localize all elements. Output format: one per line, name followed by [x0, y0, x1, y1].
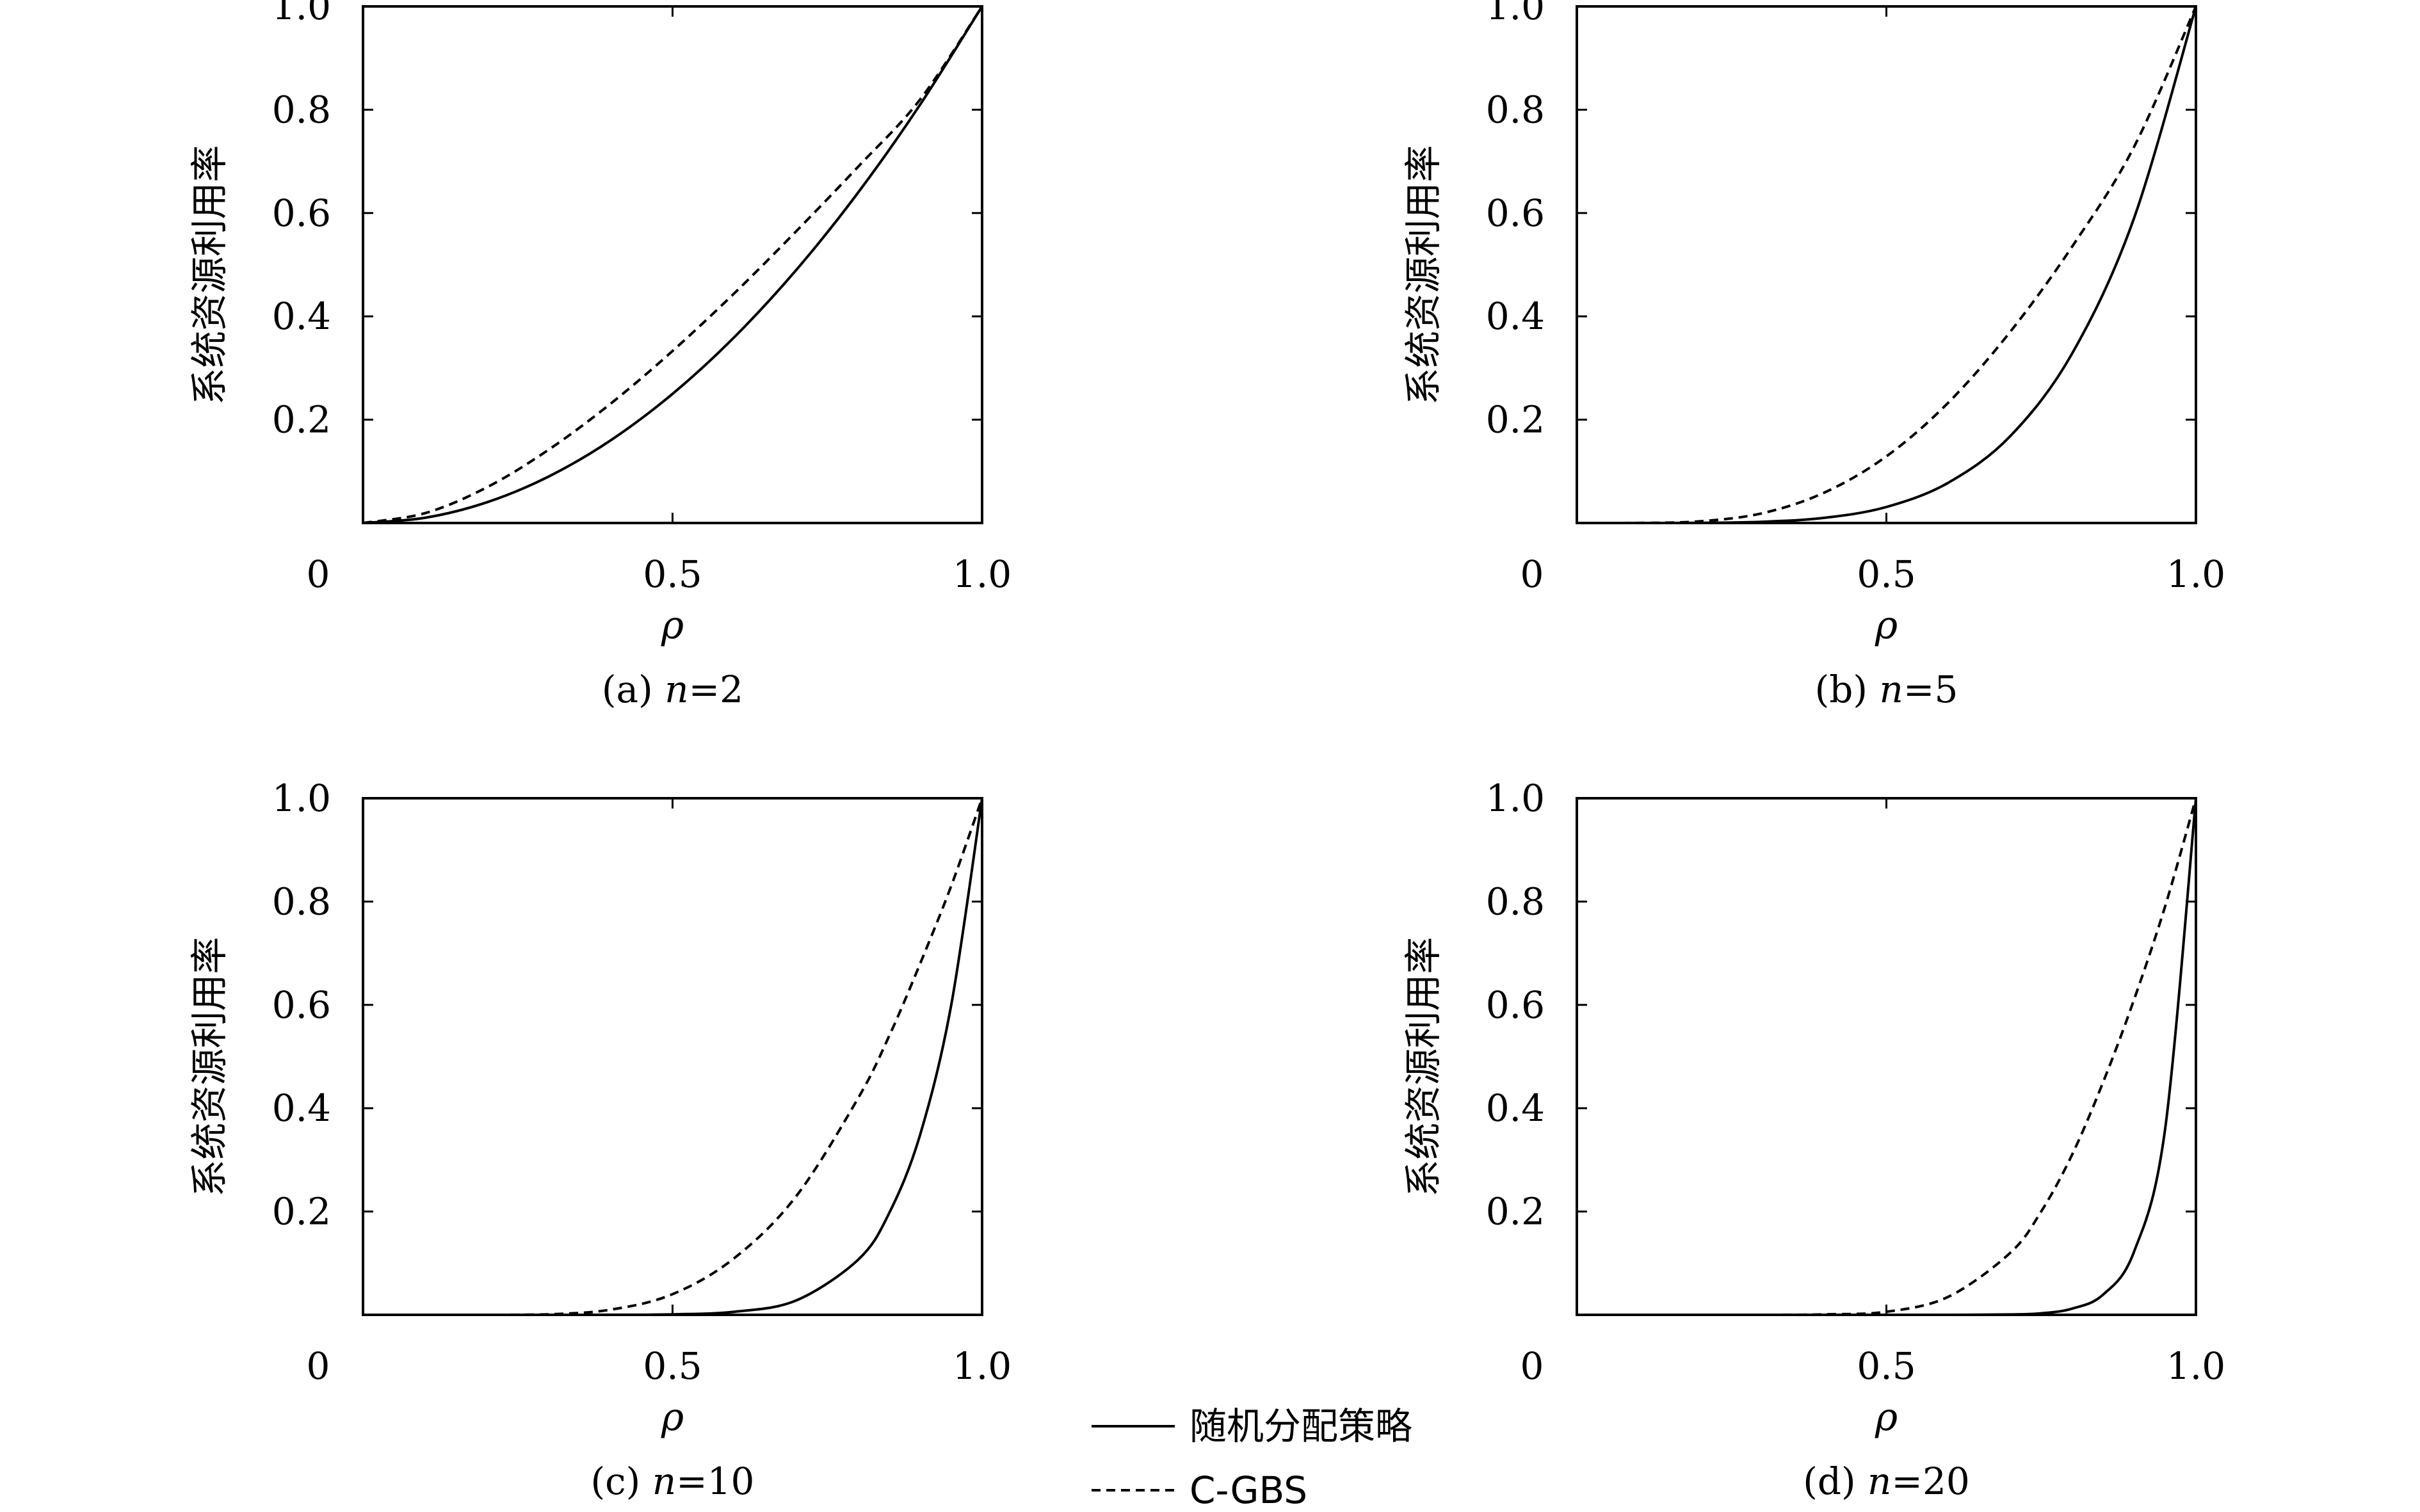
y-tick-label: 0.8 — [1486, 88, 1545, 131]
plot-frame — [362, 797, 983, 1316]
series-line-random — [362, 5, 983, 524]
panel-caption: (b) n=5 — [1815, 668, 1958, 711]
series-line-random — [1577, 6, 2197, 525]
y-tick-label: 0.4 — [1486, 294, 1545, 338]
y-axis-label: 系统资源利用率 — [1401, 145, 1445, 405]
x-tick-label: 0.5 — [643, 552, 702, 596]
chart-panel-2: 0.2 0.4 0.6 0.8 1.0 0.5 1.0 0 ρ 系统资源利用率 (b) n=5 — [1401, 0, 2225, 711]
chart-panel-3: 0.2 0.4 0.6 0.8 1.0 0.5 1.0 0 ρ 系统资源利用率 (c) n=10 — [188, 776, 1012, 1503]
y-tick-label: 0.6 — [1486, 191, 1545, 235]
plot-frame — [1576, 5, 2197, 524]
x-tick-label: 0.5 — [643, 1344, 702, 1388]
origin-label: 0 — [307, 552, 330, 596]
y-tick-label: 0.8 — [272, 880, 331, 923]
series-line-cgbs — [1576, 6, 2197, 524]
panel-caption: (d) n=20 — [1803, 1460, 1970, 1503]
y-tick-label: 0.2 — [272, 1190, 331, 1234]
y-axis-label: 系统资源利用率 — [188, 937, 231, 1197]
y-axis-label: 系统资源利用率 — [1401, 937, 1445, 1197]
chart-panel-4: 0.2 0.4 0.6 0.8 1.0 0.5 1.0 0 ρ 系统资源利用率 (d) n=20 — [1401, 776, 2225, 1503]
legend-label: 随机分配策略 — [1190, 1404, 1412, 1448]
series-line-cgbs — [1577, 798, 2197, 1317]
origin-label: 0 — [1521, 552, 1544, 596]
x-tick-label: 0.5 — [1857, 552, 1916, 596]
legend-label: C-GBS — [1190, 1468, 1307, 1512]
series-line-cgbs — [362, 5, 983, 524]
panel-caption: (a) n=2 — [602, 668, 743, 711]
origin-label: 0 — [307, 1344, 330, 1388]
panel-caption: (c) n=10 — [591, 1460, 755, 1503]
chart-panel-1: 0.2 0.4 0.6 0.8 1.0 0.5 1.0 0 ρ 系统资源利用率 (a) n=2 — [188, 0, 1012, 711]
plot-frame — [1576, 797, 2197, 1316]
x-tick-label: 1.0 — [953, 552, 1012, 596]
y-tick-label: 0.2 — [272, 398, 331, 442]
x-tick-label: 0.5 — [1857, 1344, 1916, 1388]
y-axis-label: 系统资源利用率 — [188, 145, 231, 405]
y-tick-label: 1.0 — [272, 0, 331, 28]
y-tick-label: 0.2 — [1486, 1190, 1545, 1234]
y-tick-label: 0.6 — [272, 191, 331, 235]
y-tick-label: 1.0 — [272, 776, 331, 820]
y-tick-label: 0.8 — [1486, 880, 1545, 923]
y-tick-label: 0.6 — [272, 983, 331, 1027]
series-line-random — [363, 798, 983, 1317]
x-tick-label: 1.0 — [953, 1344, 1012, 1388]
y-tick-label: 0.2 — [1486, 398, 1545, 442]
y-tick-label: 1.0 — [1486, 0, 1545, 28]
series-line-random — [1577, 798, 2197, 1317]
x-axis-label: ρ — [661, 603, 684, 648]
y-tick-label: 0.4 — [272, 294, 331, 338]
y-tick-label: 0.8 — [272, 88, 331, 131]
x-tick-label: 1.0 — [2166, 1344, 2225, 1388]
x-tick-label: 1.0 — [2166, 552, 2225, 596]
y-tick-label: 1.0 — [1486, 776, 1545, 820]
y-tick-label: 0.6 — [1486, 983, 1545, 1027]
origin-label: 0 — [1521, 1344, 1544, 1388]
y-tick-label: 0.4 — [272, 1086, 331, 1130]
plot-frame — [362, 5, 983, 524]
x-axis-label: ρ — [661, 1395, 684, 1440]
legend: 随机分配策略 C-GBS — [1092, 1404, 1412, 1512]
series-line-cgbs — [363, 798, 983, 1317]
y-tick-label: 0.4 — [1486, 1086, 1545, 1130]
x-axis-label: ρ — [1875, 603, 1898, 648]
x-axis-label: ρ — [1875, 1395, 1898, 1440]
